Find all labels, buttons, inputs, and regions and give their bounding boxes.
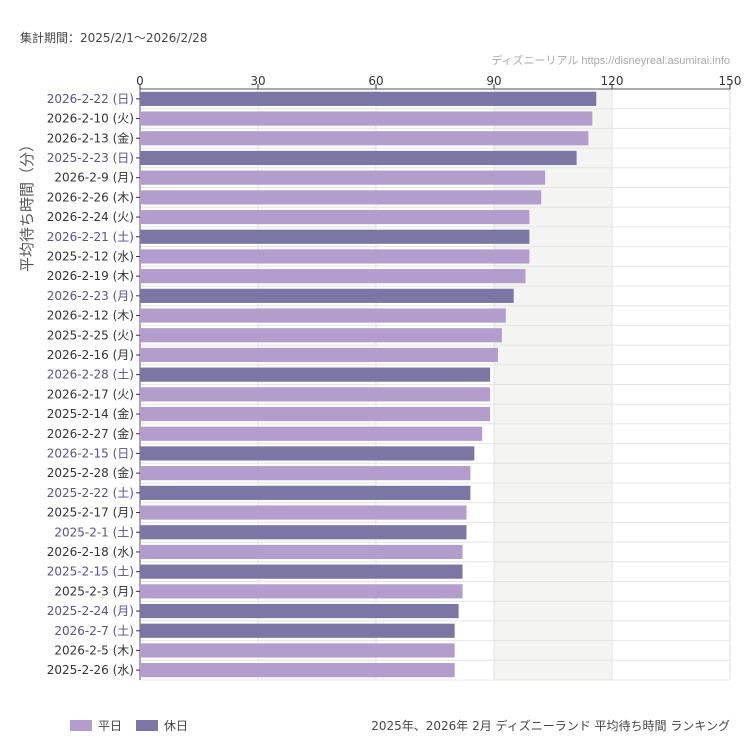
y-tick-label: 2026-2-26 (木) (47, 190, 134, 204)
y-tick-label: 2025-2-3 (月) (54, 584, 134, 598)
bar (140, 249, 530, 264)
credit-text: ディズニーリアル https://disneyreal.asumirai.inf… (491, 55, 730, 67)
y-tick-label: 2025-2-15 (土) (47, 565, 134, 579)
y-tick-label: 2026-2-13 (金) (47, 130, 134, 145)
bar (140, 466, 471, 481)
bar (140, 347, 498, 363)
y-tick-label: 2026-2-27 (金) (47, 426, 134, 441)
bar (140, 406, 491, 422)
y-tick-label: 2026-2-22 (日) (47, 92, 134, 106)
bar (140, 308, 506, 323)
y-tick-label: 2025-2-24 (月) (47, 604, 134, 618)
x-tick-label: 30 (250, 74, 265, 88)
x-tick-label: 60 (368, 74, 383, 88)
bar (140, 623, 455, 638)
y-tick-label: 2026-2-28 (土) (47, 368, 134, 382)
y-tick-label: 2026-2-19 (木) (47, 269, 134, 283)
x-tick-label: 150 (719, 74, 742, 88)
y-tick-label: 2026-2-5 (木) (54, 643, 134, 657)
chart-caption: 2025年、2026年 2月 ディズニーランド 平均待ち時間 ランキング (371, 719, 730, 733)
y-tick-label: 2025-2-23 (日) (47, 151, 134, 165)
bar (140, 209, 530, 225)
bar (140, 544, 463, 560)
holiday-swatch (136, 720, 159, 731)
bar (140, 131, 589, 146)
bar (140, 91, 597, 106)
bar (140, 328, 502, 343)
y-tick-label: 2025-2-25 (火) (47, 328, 134, 342)
y-tick-label: 2026-2-16 (月) (47, 348, 134, 362)
y-tick-label: 2026-2-17 (火) (47, 387, 134, 401)
bar (140, 446, 475, 461)
y-tick-label: 2026-2-9 (月) (54, 171, 134, 185)
y-tick-label: 2026-2-24 (火) (47, 210, 134, 224)
y-tick-label: 2026-2-7 (土) (54, 624, 134, 638)
legend-holiday-label: 休日 (164, 719, 189, 733)
y-tick-label: 2025-2-12 (水) (47, 249, 134, 263)
bar (140, 170, 546, 185)
ranking-bar-chart: 0 30 60 90 120 150 2026-2-22 (日) 2026-2-10 (火) 2… (18, 74, 742, 681)
legend: 平日 休日 (70, 717, 188, 734)
y-tick-label: 2026-2-10 (火) (47, 112, 134, 126)
y-tick-label: 2025-2-22 (土) (47, 486, 134, 500)
legend-weekday-label: 平日 (98, 719, 123, 733)
bar (140, 643, 455, 658)
y-tick-label: 2025-2-17 (月) (47, 506, 134, 520)
bar (140, 525, 467, 540)
bar (140, 288, 514, 303)
bar (140, 505, 467, 520)
bar (140, 269, 526, 284)
y-tick-label: 2026-2-21 (土) (47, 230, 134, 244)
bar (140, 663, 455, 678)
x-tick-label: 120 (601, 74, 624, 88)
bar (140, 603, 459, 619)
bar (140, 564, 463, 579)
y-tick-label: 2025-2-26 (水) (47, 663, 134, 677)
y-tick-label: 2025-2-14 (金) (47, 406, 134, 421)
y-axis-label: 平均待ち時間（分） (18, 137, 36, 272)
bar (140, 426, 483, 441)
bar (140, 111, 593, 126)
bar (140, 150, 577, 166)
bar (140, 367, 491, 382)
bar (140, 485, 471, 500)
y-tick-label: 2026-2-18 (水) (47, 545, 134, 559)
legend-holiday[interactable]: 休日 (136, 717, 188, 734)
legend-weekday[interactable]: 平日 (70, 717, 122, 734)
x-tick-label: 90 (486, 74, 501, 88)
y-tick-label: 2026-2-12 (木) (47, 309, 134, 323)
bar (140, 229, 530, 244)
y-tick-label: 2025-2-28 (金) (47, 465, 134, 480)
weekday-swatch (70, 720, 92, 731)
bar (140, 584, 463, 599)
y-tick-label: 2026-2-23 (月) (47, 289, 134, 303)
x-tick-label: 0 (136, 74, 144, 88)
bar (140, 190, 542, 205)
period-label: 集計期間：2025/2/1〜2026/2/28 (20, 31, 208, 45)
y-tick-label: 2025-2-1 (土) (54, 525, 134, 539)
y-tick-label: 2026-2-15 (日) (47, 446, 134, 460)
bar (140, 387, 491, 402)
